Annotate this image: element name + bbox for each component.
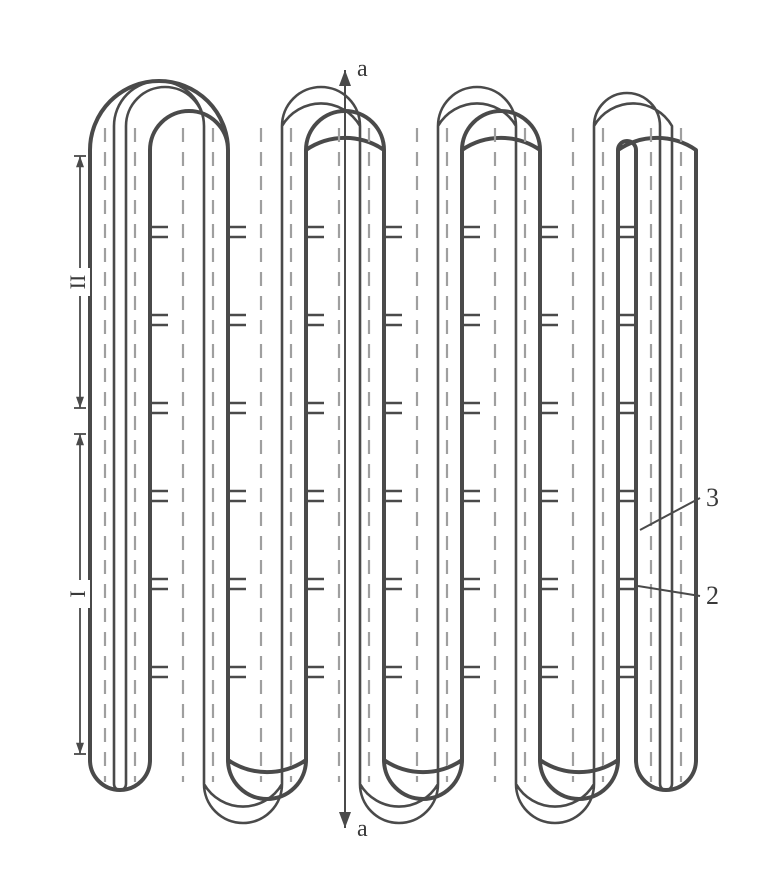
bg xyxy=(20,20,757,858)
section-label-top: a xyxy=(357,56,368,82)
callout-label: 3 xyxy=(706,483,719,512)
section-label-bottom: a xyxy=(357,816,368,842)
dim-label: II xyxy=(65,275,90,290)
callout-label: 2 xyxy=(706,581,719,610)
dim-label: I xyxy=(65,590,90,597)
serpentine-diagram: aa32III xyxy=(20,20,757,858)
